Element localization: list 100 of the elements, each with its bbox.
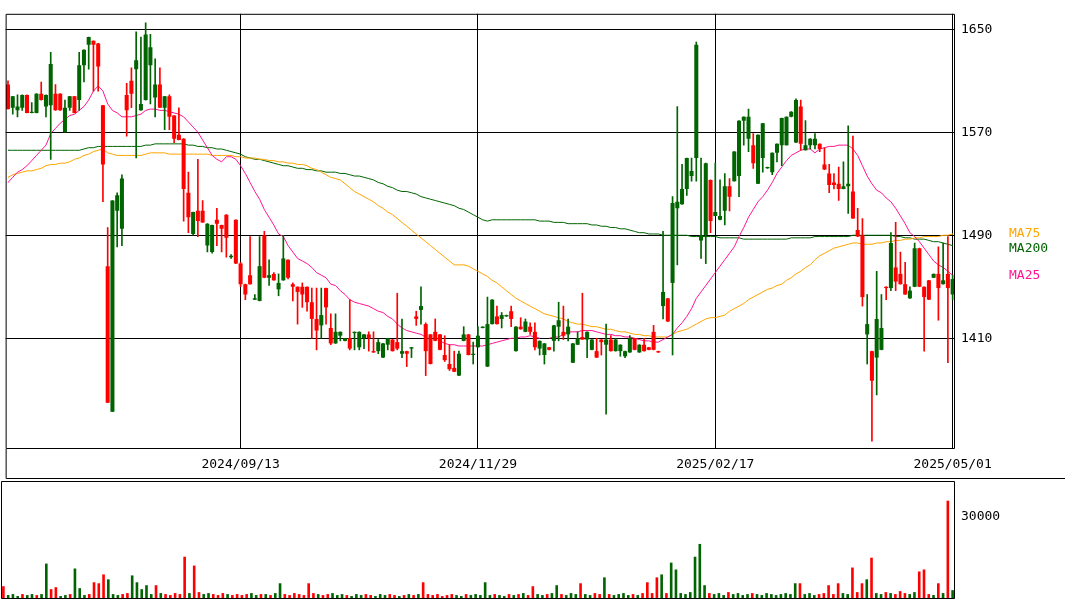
bar [698, 543, 702, 599]
bar [598, 594, 601, 599]
bar [455, 595, 458, 599]
bar [226, 594, 229, 599]
bar [378, 594, 382, 599]
text: MA25 [1009, 266, 1041, 282]
bar [522, 593, 525, 599]
candlestick [713, 162, 718, 217]
candlestick [945, 236, 950, 364]
candlestick [366, 331, 371, 352]
bar [765, 593, 768, 599]
bar [326, 594, 330, 599]
bar [273, 593, 277, 599]
bar [231, 595, 234, 599]
bar [603, 577, 606, 599]
candlestick [399, 318, 405, 358]
bar [617, 594, 621, 599]
bar [436, 594, 439, 599]
bar [855, 592, 859, 599]
y-tick-label: 1410 [961, 329, 993, 345]
bar [793, 583, 797, 599]
bar [827, 585, 830, 599]
text: 30000 [961, 507, 1001, 523]
bar [584, 594, 587, 599]
y-tick-label: 1570 [961, 123, 993, 139]
bar [536, 594, 539, 599]
bar [889, 593, 892, 599]
bar [102, 574, 105, 599]
bar [927, 594, 931, 599]
bar [688, 592, 692, 599]
candlestick [418, 286, 423, 325]
x-tick-label: 2025/05/01 [913, 456, 992, 472]
bar [574, 594, 578, 599]
bar [316, 594, 320, 599]
bar [722, 595, 725, 599]
bar [250, 593, 253, 599]
y-tick-label: 1650 [961, 20, 993, 36]
bar [641, 593, 644, 599]
bar [784, 593, 787, 599]
bar [741, 595, 745, 599]
bar [64, 595, 67, 599]
x-tick-label: 2025/02/17 [676, 456, 755, 472]
bar [83, 595, 86, 599]
bar [169, 595, 172, 599]
bar [388, 594, 392, 599]
bar [936, 583, 940, 599]
bar [431, 595, 434, 599]
bar [479, 595, 482, 599]
bar [564, 595, 568, 599]
bar [369, 595, 372, 599]
bar [45, 563, 48, 599]
bar [660, 574, 663, 599]
bar [2, 586, 5, 599]
candlestick [865, 294, 870, 365]
y-tick-label: 1490 [961, 226, 993, 242]
candlestick [248, 236, 253, 285]
bar [626, 595, 630, 599]
bar [474, 594, 477, 599]
bar [541, 595, 544, 599]
bar [393, 595, 396, 599]
bar [708, 593, 711, 599]
bar [679, 593, 683, 599]
bar [770, 594, 773, 599]
bar [78, 588, 82, 599]
bar [917, 571, 921, 599]
bar [307, 583, 310, 599]
bar [646, 582, 649, 599]
bar [97, 583, 101, 599]
bar [746, 594, 749, 599]
bar [107, 579, 110, 599]
bar [874, 593, 878, 599]
bar [202, 594, 206, 599]
candlestick [836, 166, 841, 201]
bar [579, 583, 582, 599]
bar [517, 594, 520, 599]
bar [808, 593, 811, 599]
bar [731, 594, 735, 599]
bar [789, 594, 792, 599]
bar [288, 595, 291, 599]
candlestick [290, 282, 295, 302]
bar [264, 594, 268, 599]
candlestick [214, 207, 219, 246]
bar [622, 593, 625, 599]
bar [245, 594, 248, 599]
bar [221, 593, 225, 599]
text: MA75 [1009, 225, 1041, 241]
bar [932, 595, 935, 599]
bar [636, 595, 640, 599]
bar [40, 594, 43, 599]
bar [894, 594, 897, 599]
bar [665, 593, 668, 599]
x-tick-label: 2024/09/13 [201, 456, 280, 472]
bar [21, 594, 24, 599]
bar [207, 593, 210, 599]
bar [870, 557, 873, 599]
bar [684, 594, 687, 599]
bar [750, 593, 754, 599]
bar [335, 595, 339, 599]
bar [865, 579, 869, 599]
bar [312, 593, 315, 599]
